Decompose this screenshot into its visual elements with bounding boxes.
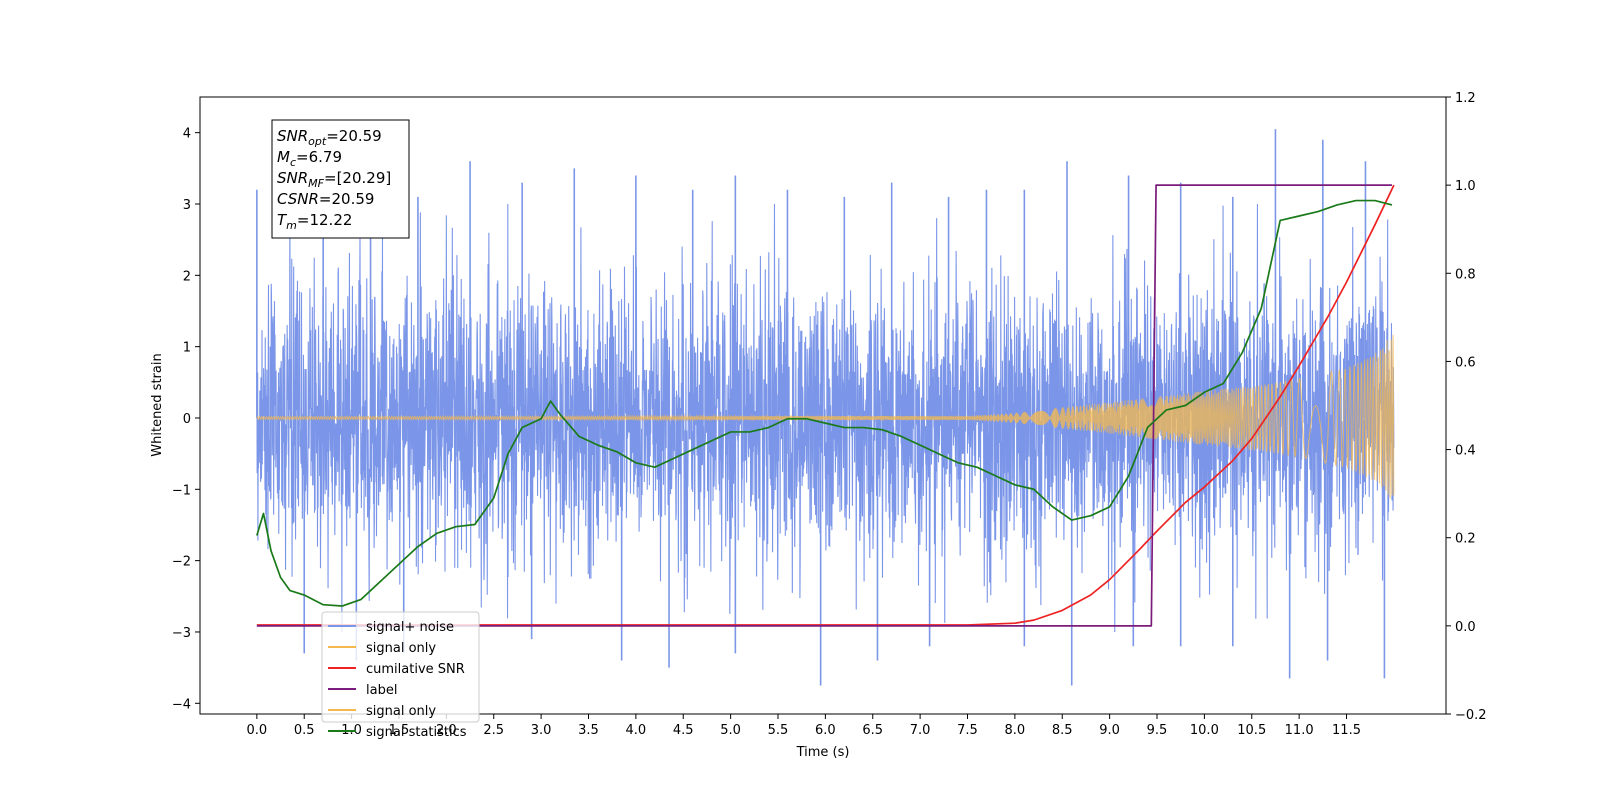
y-tick-label: 0	[183, 412, 191, 427]
x-tick-label: 0.5	[294, 723, 315, 738]
legend-label: signal+ noise	[366, 620, 454, 635]
y2-tick-label: 0.6	[1455, 355, 1476, 370]
x-tick-label: 11.5	[1332, 723, 1361, 738]
series-label-line	[256, 184, 1392, 627]
x-tick-label: 10.5	[1237, 723, 1266, 738]
y-tick-label: 2	[183, 269, 191, 284]
x-tick-label: 3.5	[578, 723, 599, 738]
x-tick-label: 2.0	[436, 723, 457, 738]
legend: signal+ noise signal only cumilative SNR la…	[321, 611, 480, 740]
x-tick-label: 10.0	[1190, 723, 1219, 738]
x-tick-label: 5.0	[720, 723, 741, 738]
y-axis-label: Whitened strain	[150, 353, 165, 456]
legend-label: cumilative SNR	[366, 662, 465, 677]
x-tick-label: 8.5	[1052, 723, 1073, 738]
y2-tick-label: 0.8	[1455, 267, 1476, 282]
series-signal-only-line	[256, 334, 1395, 499]
x-axis-label: Time (s)	[796, 745, 850, 760]
y-tick-label: −3	[172, 626, 191, 641]
stats-annotation-box: SNRopt=20.59Mc=6.79SNRMF=[20.29]CSNR=20.…	[271, 119, 410, 239]
x-tick-label: 8.0	[1005, 723, 1026, 738]
x-tick-label: 9.0	[1099, 723, 1120, 738]
series-signal-noise-line	[256, 203, 1395, 632]
x-tick-label: 6.0	[815, 723, 836, 738]
legend-label: signal only	[366, 704, 436, 719]
y-tick-label: −1	[172, 483, 191, 498]
x-tick-label: 5.5	[768, 723, 789, 738]
plot-area	[256, 129, 1395, 686]
annotation-line: CSNR=20.59	[277, 190, 374, 208]
x-tick-label: 9.5	[1147, 723, 1168, 738]
x-tick-label: 4.0	[626, 723, 647, 738]
y-tick-label: 4	[183, 127, 191, 142]
x-tick-label: 3.0	[531, 723, 552, 738]
legend-label: label	[366, 683, 397, 698]
x-tick-label: 11.0	[1285, 723, 1314, 738]
x-tick-label: 0.0	[247, 723, 268, 738]
y-tick-label: −2	[172, 555, 191, 570]
x-tick-label: 7.5	[957, 723, 978, 738]
x-tick-label: 7.0	[910, 723, 931, 738]
y2-tick-label: 0.4	[1455, 444, 1476, 459]
legend-label: signal statistics	[366, 725, 467, 740]
x-tick-label: 6.5	[862, 723, 883, 738]
annotation-line: SNRopt=20.59	[277, 127, 382, 148]
axis-ticks: 0.0 0.5 1.0 1.5 2.0 2.5 3.0 3.5 4.0 4.5 5.0 5.5 6.0 6…	[172, 91, 1487, 738]
series-cumulative-snr-line	[256, 184, 1395, 626]
y2-tick-label: 0.0	[1455, 620, 1476, 635]
annotation-line: Mc=6.79	[277, 148, 342, 169]
x-tick-label: 2.5	[483, 723, 504, 738]
annotation-box-frame	[271, 119, 410, 239]
y2-tick-label: −0.2	[1455, 708, 1487, 723]
annotation-line: SNRMF=[20.29]	[277, 169, 391, 190]
x-tick-label: 1.5	[389, 723, 410, 738]
annotation-line: Tm=12.22	[277, 211, 352, 232]
x-tick-label: 4.5	[673, 723, 694, 738]
legend-label: signal only	[366, 641, 436, 656]
y2-tick-label: 1.0	[1455, 179, 1476, 194]
y-tick-label: 1	[183, 341, 191, 356]
plot-frame	[199, 96, 1447, 715]
y2-tick-label: 0.2	[1455, 532, 1476, 547]
y2-tick-label: 1.2	[1455, 91, 1476, 106]
y-tick-label: −4	[172, 697, 191, 712]
series-signal-statistics-line	[256, 199, 1393, 607]
legend-frame	[321, 611, 480, 723]
y-tick-label: 3	[183, 198, 191, 213]
